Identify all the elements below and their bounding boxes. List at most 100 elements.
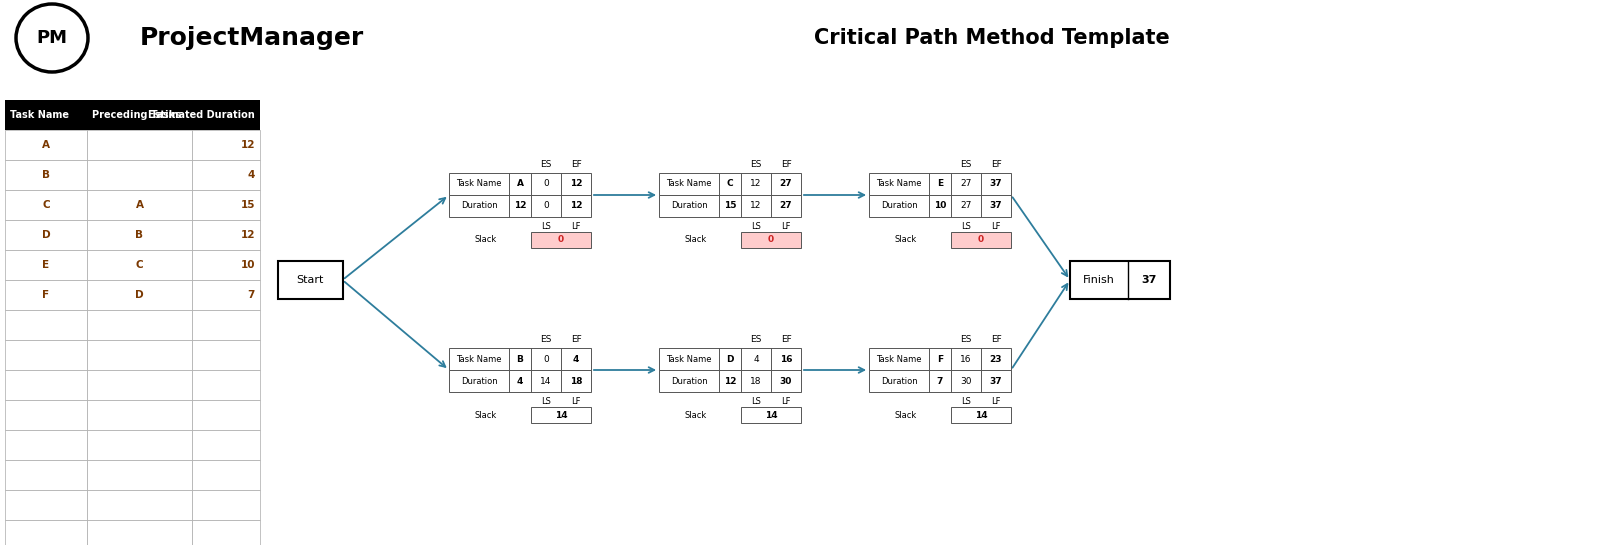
Text: C: C: [136, 260, 144, 270]
Text: LS: LS: [962, 222, 971, 231]
Text: 12: 12: [723, 377, 736, 385]
Bar: [5, 490, 86, 520]
Text: LF: LF: [992, 222, 1000, 231]
Text: 27: 27: [960, 179, 971, 189]
Text: B: B: [42, 170, 50, 180]
Bar: [741, 407, 802, 423]
Text: 18: 18: [570, 377, 582, 385]
Text: B: B: [517, 354, 523, 364]
Text: Duration: Duration: [880, 202, 917, 210]
Bar: [5, 100, 86, 130]
Text: C: C: [726, 179, 733, 189]
Text: E: E: [43, 260, 50, 270]
Bar: [192, 220, 259, 250]
Text: Task Name: Task Name: [877, 354, 922, 364]
Text: 14: 14: [541, 377, 552, 385]
Bar: [192, 520, 259, 545]
Text: 12: 12: [750, 179, 762, 189]
Text: 37: 37: [990, 377, 1002, 385]
Text: 4: 4: [517, 377, 523, 385]
Text: LS: LS: [962, 397, 971, 406]
Bar: [5, 340, 86, 370]
Bar: [659, 195, 802, 217]
Bar: [1070, 261, 1170, 299]
Bar: [192, 190, 259, 220]
Text: LS: LS: [750, 222, 762, 231]
Text: 14: 14: [765, 410, 778, 420]
Text: Slack: Slack: [894, 235, 917, 245]
Bar: [5, 160, 86, 190]
Bar: [192, 400, 259, 430]
Text: Duration: Duration: [670, 377, 707, 385]
Text: 30: 30: [960, 377, 971, 385]
Text: D: D: [726, 354, 734, 364]
Text: Slack: Slack: [475, 235, 498, 245]
Bar: [192, 430, 259, 460]
Bar: [86, 280, 192, 310]
Bar: [741, 232, 802, 248]
Text: A: A: [136, 200, 144, 210]
Text: 7: 7: [248, 290, 254, 300]
Text: B: B: [136, 230, 144, 240]
Text: 37: 37: [1141, 275, 1157, 285]
Text: A: A: [42, 140, 50, 150]
Text: 12: 12: [240, 230, 254, 240]
Text: Task Name: Task Name: [10, 110, 69, 120]
Text: LF: LF: [781, 222, 790, 231]
Text: C: C: [42, 200, 50, 210]
Bar: [5, 430, 86, 460]
Text: 15: 15: [723, 202, 736, 210]
Text: 16: 16: [779, 354, 792, 364]
Bar: [192, 490, 259, 520]
Text: 7: 7: [938, 377, 942, 385]
Text: EF: EF: [571, 160, 581, 169]
Text: 14: 14: [555, 410, 568, 420]
Text: ES: ES: [750, 335, 762, 344]
Text: Start: Start: [296, 275, 323, 285]
Bar: [450, 348, 590, 370]
Text: Slack: Slack: [894, 410, 917, 420]
Text: Slack: Slack: [475, 410, 498, 420]
Text: Duration: Duration: [880, 377, 917, 385]
Text: Task Name: Task Name: [456, 179, 502, 189]
Text: LF: LF: [571, 222, 581, 231]
Text: ES: ES: [960, 160, 971, 169]
Bar: [5, 520, 86, 545]
Text: Task Name: Task Name: [456, 354, 502, 364]
Text: 27: 27: [779, 202, 792, 210]
Text: 12: 12: [570, 179, 582, 189]
Bar: [192, 280, 259, 310]
Bar: [86, 160, 192, 190]
Text: ES: ES: [541, 335, 552, 344]
Bar: [5, 280, 86, 310]
Text: LS: LS: [541, 222, 550, 231]
Bar: [86, 130, 192, 160]
Text: 30: 30: [779, 377, 792, 385]
Text: 12: 12: [240, 140, 254, 150]
Text: 0: 0: [542, 202, 549, 210]
Bar: [192, 370, 259, 400]
Text: 0: 0: [542, 179, 549, 189]
Text: 27: 27: [960, 202, 971, 210]
Bar: [950, 232, 1011, 248]
Text: D: D: [134, 290, 144, 300]
Bar: [659, 370, 802, 392]
Bar: [5, 250, 86, 280]
Bar: [192, 100, 259, 130]
Text: 0: 0: [542, 354, 549, 364]
Bar: [869, 195, 1011, 217]
Bar: [5, 370, 86, 400]
Text: 15: 15: [240, 200, 254, 210]
Bar: [86, 370, 192, 400]
Bar: [277, 261, 342, 299]
Text: Slack: Slack: [685, 410, 707, 420]
Bar: [869, 348, 1011, 370]
Text: Slack: Slack: [685, 235, 707, 245]
Bar: [86, 220, 192, 250]
Text: Duration: Duration: [461, 377, 498, 385]
Text: E: E: [938, 179, 942, 189]
Bar: [192, 460, 259, 490]
Text: 37: 37: [990, 202, 1002, 210]
Bar: [450, 195, 590, 217]
Text: F: F: [43, 290, 50, 300]
